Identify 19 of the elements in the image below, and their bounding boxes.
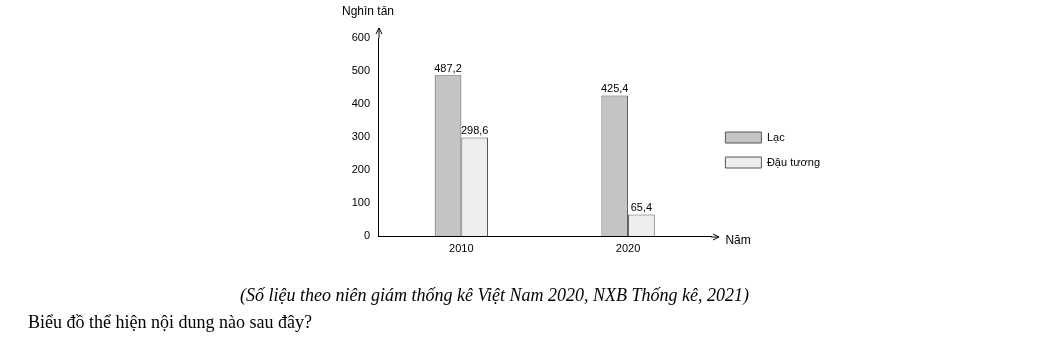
data-label: 65,4 bbox=[630, 200, 653, 213]
y-tick-label: 400 bbox=[351, 97, 370, 110]
x-axis-title: Năm bbox=[725, 233, 751, 248]
text: (Số liệu theo niên giám thống kê Việt Nam 2020, NXB Thống kê, 2021) bbox=[240, 285, 750, 306]
legend-label: Đậu tương bbox=[766, 155, 821, 168]
legend-label: Lạc bbox=[766, 130, 786, 143]
y-tick-label: 300 bbox=[351, 130, 370, 143]
y-tick-label: 600 bbox=[351, 31, 370, 44]
y-tick-label: 0 bbox=[363, 229, 370, 242]
x-tick-label: 2020 bbox=[615, 241, 641, 254]
y-tick-label: 500 bbox=[351, 64, 370, 77]
x-tick-label: 2010 bbox=[449, 241, 474, 254]
y-tick-label: 200 bbox=[351, 163, 370, 176]
y-axis-title: Nghìn tấn bbox=[342, 4, 395, 19]
data-label: 425,4 bbox=[600, 82, 629, 95]
y-tick-label: 100 bbox=[351, 196, 370, 209]
data-label: 298,6 bbox=[460, 123, 489, 136]
text: Biểu đồ thể hiện nội dung nào sau đây? bbox=[28, 312, 312, 333]
data-label: 487,2 bbox=[434, 61, 462, 74]
